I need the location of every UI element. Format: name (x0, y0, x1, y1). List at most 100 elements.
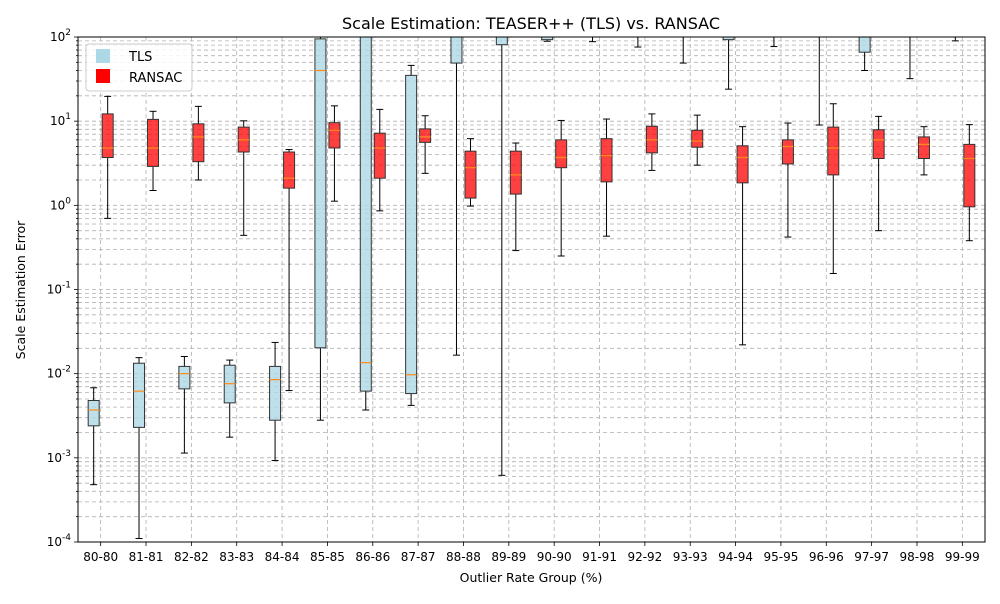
box-iqr (736, 145, 749, 184)
tls-box-84-84 (269, 341, 282, 461)
ransac-box-84-84 (283, 149, 296, 392)
ransac-box-92-92 (645, 113, 658, 171)
tls-box-80-80 (87, 387, 100, 486)
legend-swatch-tls (96, 49, 110, 63)
box-iqr (283, 151, 296, 189)
box-iqr (858, 36, 871, 53)
x-tick-label: 84-84 (265, 550, 300, 564)
box-iqr (450, 36, 463, 64)
ransac-box-88-88 (464, 138, 477, 207)
tls-box-96-96 (815, 37, 823, 126)
ransac-box-93-93 (691, 114, 704, 166)
tls-box-83-83 (223, 359, 236, 438)
box-iqr (269, 365, 282, 421)
ransac-box-91-91 (600, 118, 613, 237)
x-tick-label: 81-81 (129, 550, 164, 564)
grid-layer (78, 37, 985, 543)
x-tick-label: 98-98 (900, 550, 935, 564)
y-tick-label: 10-2 (47, 365, 71, 381)
ransac-box-85-85 (328, 105, 341, 202)
box-iqr (963, 143, 976, 208)
x-tick-label: 99-99 (945, 550, 980, 564)
box-iqr (419, 128, 432, 143)
legend-frame (85, 43, 193, 92)
box-iqr (509, 150, 522, 195)
x-tick-label: 94-94 (718, 550, 753, 564)
box-iqr (359, 36, 372, 392)
box-iqr (495, 36, 508, 46)
tls-box-82-82 (178, 355, 191, 454)
ransac-box-82-82 (192, 105, 205, 181)
ransac-box-86-86 (373, 108, 386, 212)
ransac-box-90-90 (555, 119, 568, 257)
box-iqr (600, 138, 613, 183)
tls-box-92-92 (634, 37, 642, 48)
tls-box-91-91 (589, 37, 597, 43)
legend-label-tls: TLS (128, 50, 152, 65)
box-iqr (192, 123, 205, 163)
ransac-box-97-97 (872, 115, 885, 232)
tls-box-86-86 (359, 36, 372, 411)
ransac-box-94-94 (736, 126, 749, 346)
y-axis-label: Scale Estimation Error (13, 220, 28, 359)
box-iqr (872, 129, 885, 160)
box-iqr (133, 362, 146, 428)
box-iqr (373, 132, 386, 179)
y-tick-label: 10-4 (47, 533, 72, 549)
tls-box-88-88 (450, 36, 463, 356)
x-tick-label: 82-82 (174, 550, 209, 564)
x-axis-label: Outlier Rate Group (%) (460, 570, 603, 585)
legend-swatch-ransac (96, 69, 110, 83)
y-tick-label: 10-3 (47, 449, 71, 465)
tls-box-93-93 (679, 37, 687, 64)
box-iqr (555, 139, 568, 169)
box-iqr (87, 399, 100, 427)
x-tick-label: 80-80 (83, 550, 118, 564)
ransac-box-81-81 (147, 110, 160, 192)
ransac-box-95-95 (781, 122, 794, 238)
x-tick-label: 89-89 (491, 550, 526, 564)
x-tick-label: 88-88 (446, 550, 481, 564)
box-iqr (917, 136, 930, 160)
tls-box-98-98 (906, 37, 914, 80)
y-tick-label: 102 (50, 28, 71, 44)
tls-box-85-85 (314, 37, 327, 421)
y-tick-label: 101 (50, 112, 71, 128)
box-iqr (178, 365, 191, 390)
box-iqr (464, 150, 477, 199)
x-tick-label: 92-92 (627, 550, 662, 564)
tls-box-87-87 (405, 64, 418, 406)
chart-title: Scale Estimation: TEASER++ (TLS) vs. RAN… (342, 14, 720, 33)
y-tick-label: 10-1 (47, 281, 71, 297)
box-iqr (691, 129, 704, 148)
x-tick-label: 95-95 (763, 550, 798, 564)
ransac-box-99-99 (963, 124, 976, 242)
box-iqr (827, 126, 840, 176)
x-tick-label: 96-96 (809, 550, 844, 564)
ransac-box-98-98 (917, 126, 930, 176)
box-iqr (101, 113, 114, 159)
x-tick-label: 85-85 (310, 550, 345, 564)
legend: TLS RANSAC (85, 43, 193, 92)
x-tick-label: 83-83 (219, 550, 254, 564)
box-iqr (147, 118, 160, 167)
ransac-box-80-80 (101, 95, 114, 219)
x-tick-label: 97-97 (854, 550, 889, 564)
box-iqr (328, 122, 341, 149)
ransac-box-83-83 (237, 120, 250, 236)
box-iqr (314, 38, 327, 349)
tls-box-99-99 (951, 37, 959, 42)
tls-box-81-81 (133, 357, 146, 540)
box-iqr (405, 74, 418, 395)
ransac-box-89-89 (509, 142, 522, 252)
ransac-box-96-96 (827, 103, 840, 274)
x-tick-label: 93-93 (673, 550, 708, 564)
y-tick-label: 100 (50, 196, 71, 212)
x-tick-label: 91-91 (582, 550, 617, 564)
tls-box-95-95 (770, 37, 778, 48)
box-layer (87, 36, 976, 540)
legend-label-ransac: RANSAC (129, 71, 182, 86)
x-tick-label: 87-87 (401, 550, 436, 564)
